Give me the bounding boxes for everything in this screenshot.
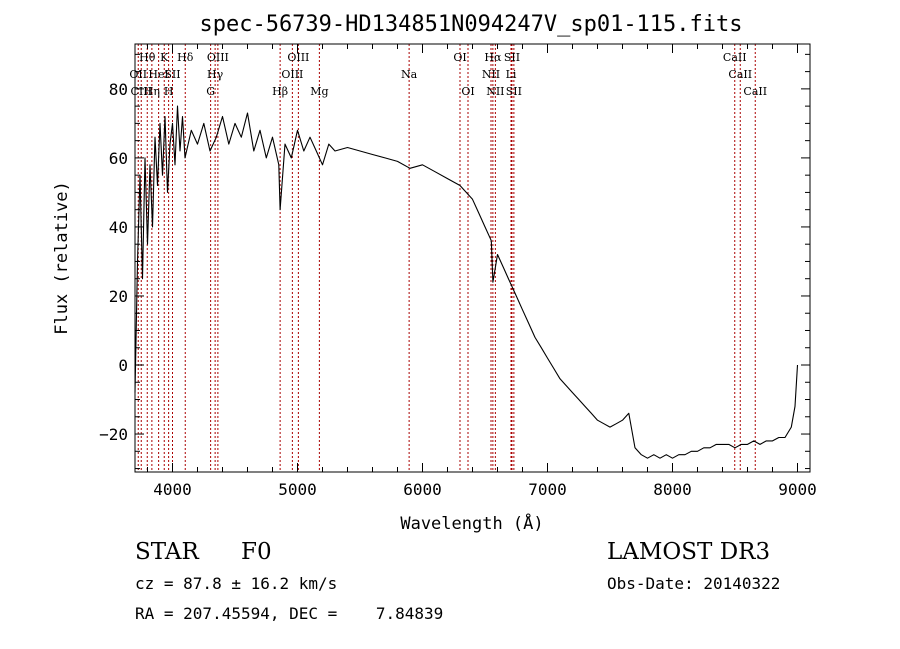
x-tick-label: 7000 — [528, 480, 567, 499]
emission-line-label: OII — [129, 68, 147, 81]
y-tick-label: 0 — [118, 356, 128, 375]
x-tick-label: 6000 — [403, 480, 442, 499]
y-axis: −20 0 20 40 60 80 — [99, 53, 810, 470]
x-axis-label: Wavelength (Å) — [400, 512, 543, 534]
emission-line-label: Hη — [144, 85, 160, 98]
emission-line-label: Li — [506, 68, 517, 81]
observation-date: Obs-Date: 20140322 — [607, 574, 781, 593]
redshift-readout: cz = 87.8 ± 16.2 km/s — [135, 574, 338, 593]
emission-line-label: OIII — [207, 51, 229, 64]
emission-line-label: SII — [506, 85, 522, 98]
emission-line-label: CaII — [728, 68, 752, 81]
object-class: STAR — [135, 539, 199, 565]
emission-line-label: K — [160, 51, 169, 64]
x-axis: 4000 5000 6000 7000 8000 9000 — [147, 44, 817, 499]
x-tick-label: 8000 — [653, 480, 692, 499]
emission-line-label: NII — [486, 85, 504, 98]
emission-line-label: OIII — [281, 68, 303, 81]
emission-line-label: Hγ — [207, 68, 224, 81]
chart-title: spec-56739-HD134851N094247V_sp01-115.fit… — [199, 12, 742, 37]
survey-name: LAMOST DR3 — [607, 539, 771, 565]
emission-line-label: NII — [482, 68, 500, 81]
emission-line-label: G — [206, 85, 215, 98]
emission-line-label: CIII — [131, 85, 152, 98]
emission-line-label: OI — [453, 51, 466, 64]
emission-line-label: Mg — [310, 85, 328, 98]
emission-line-label: Hβ — [272, 85, 288, 98]
emission-line-label: SII — [504, 51, 520, 64]
emission-line-label: CaII — [723, 51, 747, 64]
y-tick-label: 20 — [109, 287, 128, 306]
coordinates-readout: RA = 207.45594, DEC = 7.84839 — [135, 604, 444, 623]
x-tick-label: 9000 — [778, 480, 817, 499]
y-tick-label: −20 — [99, 425, 128, 444]
emission-line-label: SII — [164, 68, 180, 81]
emission-line-label: CaII — [743, 85, 767, 98]
x-tick-label: 4000 — [153, 480, 192, 499]
emission-line-label: Hδ — [177, 51, 194, 64]
emission-line-label: OIII — [287, 51, 309, 64]
emission-lines-layer — [137, 44, 756, 472]
y-tick-label: 60 — [109, 149, 128, 168]
emission-line-label: Na — [401, 68, 418, 81]
spectrum-line — [134, 105, 799, 459]
y-tick-label: 40 — [109, 218, 128, 237]
emission-line-label: Hθ — [139, 51, 156, 64]
emission-line-label: H — [164, 85, 174, 98]
emission-line-label: OI — [461, 85, 474, 98]
y-tick-label: 80 — [109, 80, 128, 99]
x-tick-label: 5000 — [278, 480, 317, 499]
emission-line-labels: OII CIII Hθ Hη HeI K H SII Hδ G Hγ OIII Hβ OIII OIII Mg… — [129, 51, 767, 98]
emission-line-label: Hα — [484, 51, 502, 64]
y-axis-label: Flux (relative) — [52, 181, 72, 335]
plot-frame — [134, 43, 811, 473]
object-subclass: F0 — [241, 539, 272, 565]
emission-line-label: HeI — [148, 68, 168, 81]
